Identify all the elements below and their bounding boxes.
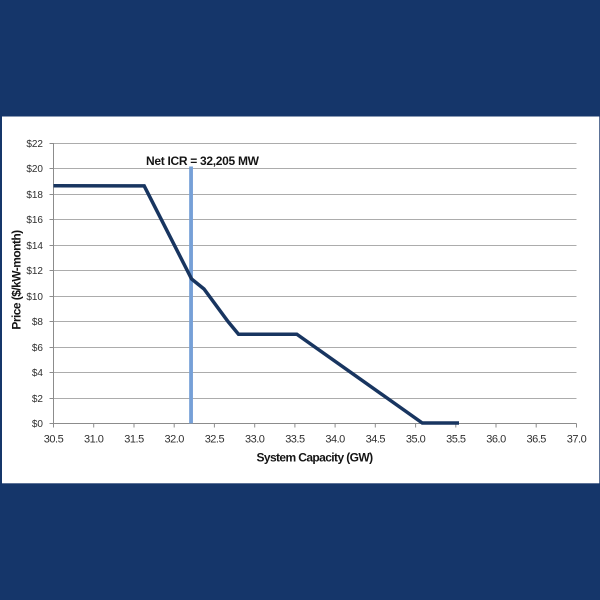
- svg-text:33.5: 33.5: [285, 433, 305, 445]
- svg-text:System Capacity (GW): System Capacity (GW): [256, 450, 373, 464]
- svg-text:Net ICR = 32,205 MW: Net ICR = 32,205 MW: [146, 154, 260, 168]
- svg-text:31.0: 31.0: [84, 433, 104, 445]
- svg-text:34.5: 34.5: [366, 433, 386, 445]
- svg-text:$6: $6: [32, 343, 44, 354]
- svg-text:36.5: 36.5: [526, 433, 546, 445]
- svg-text:$16: $16: [26, 215, 43, 226]
- svg-text:$14: $14: [26, 241, 43, 252]
- svg-text:35.5: 35.5: [446, 433, 466, 445]
- svg-text:31.5: 31.5: [124, 433, 144, 445]
- svg-text:$18: $18: [26, 190, 43, 201]
- svg-text:$20: $20: [26, 164, 43, 175]
- svg-text:35.0: 35.0: [406, 433, 426, 445]
- svg-text:33.0: 33.0: [245, 433, 265, 445]
- svg-text:$4: $4: [32, 368, 44, 379]
- svg-text:36.0: 36.0: [486, 433, 506, 445]
- svg-text:32.5: 32.5: [205, 433, 225, 445]
- svg-text:$0: $0: [32, 419, 44, 430]
- svg-text:$2: $2: [32, 394, 44, 405]
- svg-text:Price ($/kW-month): Price ($/kW-month): [10, 230, 24, 330]
- svg-text:$8: $8: [32, 317, 44, 328]
- svg-text:37.0: 37.0: [567, 433, 587, 445]
- svg-text:$12: $12: [26, 266, 43, 277]
- svg-text:34.0: 34.0: [325, 433, 345, 445]
- svg-text:$22: $22: [26, 139, 43, 150]
- svg-text:$10: $10: [26, 292, 43, 303]
- svg-text:30.5: 30.5: [44, 433, 64, 445]
- svg-text:32.0: 32.0: [164, 433, 184, 445]
